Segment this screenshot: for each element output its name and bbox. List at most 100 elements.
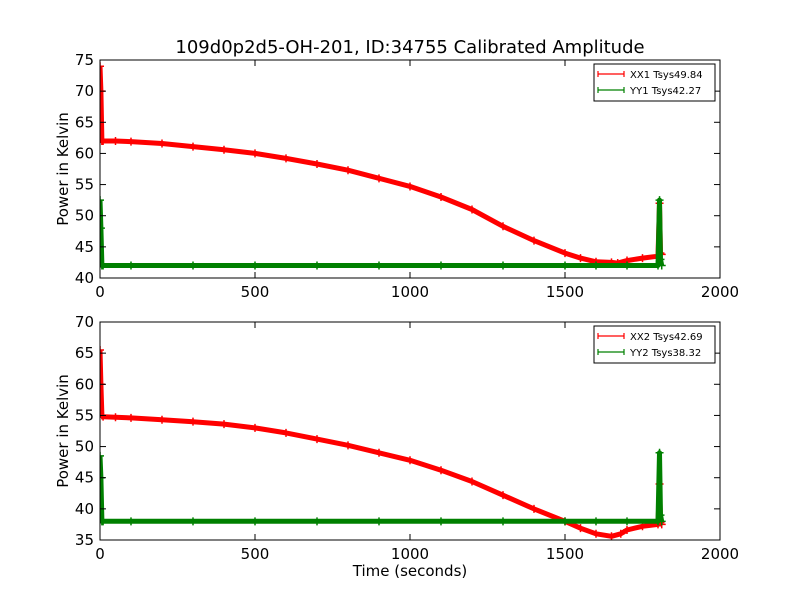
data-point <box>530 504 538 513</box>
data-point <box>251 149 259 158</box>
data-point <box>576 254 585 263</box>
data-point <box>468 205 476 214</box>
data-point <box>623 526 631 535</box>
data-point <box>655 448 664 457</box>
data-point <box>616 529 625 538</box>
data-point <box>499 491 507 500</box>
y-tick-label: 75 <box>75 51 94 69</box>
legend-entry: YY1 Tsys42.27 <box>629 86 701 97</box>
data-point <box>189 417 197 426</box>
data-point <box>313 435 321 444</box>
legend-box <box>593 325 716 364</box>
data-point <box>592 261 600 270</box>
data-point <box>623 261 631 270</box>
legend-entry: XX1 Tsys49.84 <box>630 70 703 81</box>
legend: XX1 Tsys49.84 YY1 Tsys42.27 <box>593 63 716 102</box>
chart-panel-1: 0 500 1000 1500 2000 40 45 50 55 60 65 70 75 Power in… <box>54 51 739 301</box>
x-tick-label: 0 <box>95 283 105 301</box>
data-point <box>111 413 120 422</box>
data-point <box>127 517 135 526</box>
data-point <box>499 222 507 231</box>
y-tick-label: 55 <box>75 406 94 424</box>
y-axis-label: Power in Kelvin <box>54 374 72 488</box>
data-point <box>313 517 321 526</box>
data-point <box>406 182 414 191</box>
data-point <box>607 532 616 540</box>
y-tick-label: 60 <box>75 144 94 162</box>
y-tick-label: 35 <box>75 531 94 549</box>
y-tick-label: 65 <box>75 344 94 362</box>
data-point <box>437 261 445 270</box>
x-tick-label: 500 <box>241 545 270 563</box>
data-point <box>282 154 290 163</box>
data-point <box>592 529 600 538</box>
data-point <box>100 346 104 355</box>
data-point <box>656 511 665 520</box>
data-point <box>189 142 197 151</box>
data-point <box>657 517 666 526</box>
y-tick-label: 45 <box>75 238 94 256</box>
x-tick-label: 1000 <box>391 283 429 301</box>
data-point <box>251 423 259 432</box>
y-tick-label: 40 <box>75 269 94 287</box>
x-tick-label: 1500 <box>546 283 584 301</box>
y-tick-label: 70 <box>75 82 94 100</box>
data-point <box>655 196 664 205</box>
data-point <box>437 466 445 475</box>
data-point <box>592 517 600 526</box>
x-axis-label: Time (seconds) <box>352 562 468 580</box>
data-point <box>100 224 105 233</box>
x-tick-label: 1000 <box>391 545 429 563</box>
data-point <box>127 413 135 422</box>
data-point <box>499 261 507 270</box>
y-tick-label: 70 <box>75 313 94 331</box>
data-point <box>344 166 352 175</box>
data-point <box>375 261 383 270</box>
y-tick-label: 40 <box>75 500 94 518</box>
data-point <box>530 236 538 245</box>
x-tick-label: 0 <box>95 545 105 563</box>
x-tick-label: 2000 <box>701 545 739 563</box>
legend-entry: YY2 Tsys38.32 <box>629 348 701 359</box>
data-point <box>127 261 135 270</box>
data-point <box>158 139 166 148</box>
y-tick-label: 60 <box>75 375 94 393</box>
data-point <box>111 136 120 145</box>
y-tick-label: 55 <box>75 176 94 194</box>
data-point <box>344 441 352 450</box>
data-point <box>406 456 414 465</box>
legend-marker <box>597 333 625 339</box>
data-point <box>656 255 665 264</box>
data-point <box>251 261 259 270</box>
data-point <box>375 174 383 183</box>
data-point <box>623 517 631 526</box>
data-point <box>657 261 666 270</box>
y-tick-label: 50 <box>75 207 94 225</box>
data-point <box>375 517 383 526</box>
legend: XX2 Tsys42.69 YY2 Tsys38.32 <box>593 325 716 364</box>
chart-panel-2: 0 500 1000 1500 2000 35 40 45 50 55 60 65 70 Power in… <box>54 313 739 580</box>
y-tick-label: 65 <box>75 113 94 131</box>
x-tick-label: 500 <box>241 283 270 301</box>
y-tick-label: 45 <box>75 469 94 487</box>
data-point <box>638 254 647 263</box>
data-point <box>313 160 321 169</box>
data-point <box>220 145 228 154</box>
y-axis-label: Power in Kelvin <box>54 112 72 226</box>
data-point <box>189 261 197 270</box>
legend-marker <box>597 87 625 93</box>
data-point <box>375 448 383 457</box>
y-tick-label: 50 <box>75 438 94 456</box>
data-point <box>437 517 445 526</box>
series-1-2 <box>100 196 666 270</box>
data-point <box>100 451 104 460</box>
legend-marker <box>597 349 625 355</box>
x-tick-label: 2000 <box>701 283 739 301</box>
data-point <box>468 477 476 486</box>
data-point <box>313 261 321 270</box>
legend-marker <box>597 71 625 77</box>
legend-box <box>593 63 716 102</box>
data-point <box>127 137 135 146</box>
data-point <box>158 415 166 424</box>
